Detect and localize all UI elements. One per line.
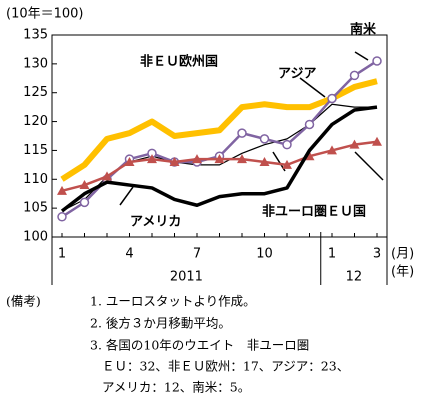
marker [349,70,360,81]
series-line [60,78,378,182]
series-label: アメリカ [130,215,181,230]
marker [372,56,382,66]
note: 1. ユーロスタットより作成。 [90,294,256,309]
note: アメリカ：12、南米：5。 [102,380,250,395]
marker [259,156,270,166]
year-label: 12 [346,270,363,285]
series-label: 非ＥＵ欧州国 [140,54,218,70]
marker [327,145,337,155]
x-tick-label: 10 [256,247,273,262]
arrow [299,77,326,98]
marker [349,139,360,149]
x-tick-label: 7 [193,247,201,262]
marker [237,154,247,164]
x-tick-label: 3 [373,247,381,262]
arrow [354,51,369,61]
marker [57,212,67,222]
series-line [60,105,378,213]
note: (備考) [6,294,41,309]
marker [57,185,67,195]
marker [282,159,292,169]
arrow [354,151,384,181]
year-unit: (年) [391,265,414,280]
marker [237,128,247,138]
y-tick-label: 100 [23,230,48,245]
note: 3. 各国の10年のウエイト 非ユーロ圏 [90,338,309,353]
marker [79,197,90,208]
y-tick-label: 135 [23,28,48,43]
y-tick-label: 125 [23,85,48,100]
arrow [119,186,134,206]
marker [327,93,337,104]
year-label: 2011 [170,270,203,285]
marker [147,154,157,164]
series-label: アジア [278,67,316,82]
x-tick-label: 1 [58,247,66,262]
marker [169,156,180,166]
y-tick-label: 105 [23,201,48,216]
x-tick-label: 4 [125,247,133,262]
note: ＥＵ：32、非ＥＵ欧州：17、アジア：23、 [102,359,349,374]
marker [372,136,382,146]
y-tick-label: 130 [23,56,48,71]
marker [192,154,202,164]
marker [282,139,292,150]
x-tick-label: 1 [328,247,336,262]
marker [304,119,315,130]
x-unit: (月) [391,247,414,262]
y-tick-label: 115 [23,143,48,158]
marker [124,156,135,166]
series-label: 非ユーロ圏ＥＵ国 [262,204,366,220]
marker [79,180,90,190]
series-label: 南米 [350,22,377,38]
y-tick-label: 110 [23,172,48,187]
marker [214,154,225,164]
marker [259,134,270,144]
marker [102,171,112,181]
y-tick-label: 120 [23,114,48,129]
note: 2. 後方３か月移動平均。 [90,316,231,331]
y-unit: (10年＝100) [6,7,84,22]
